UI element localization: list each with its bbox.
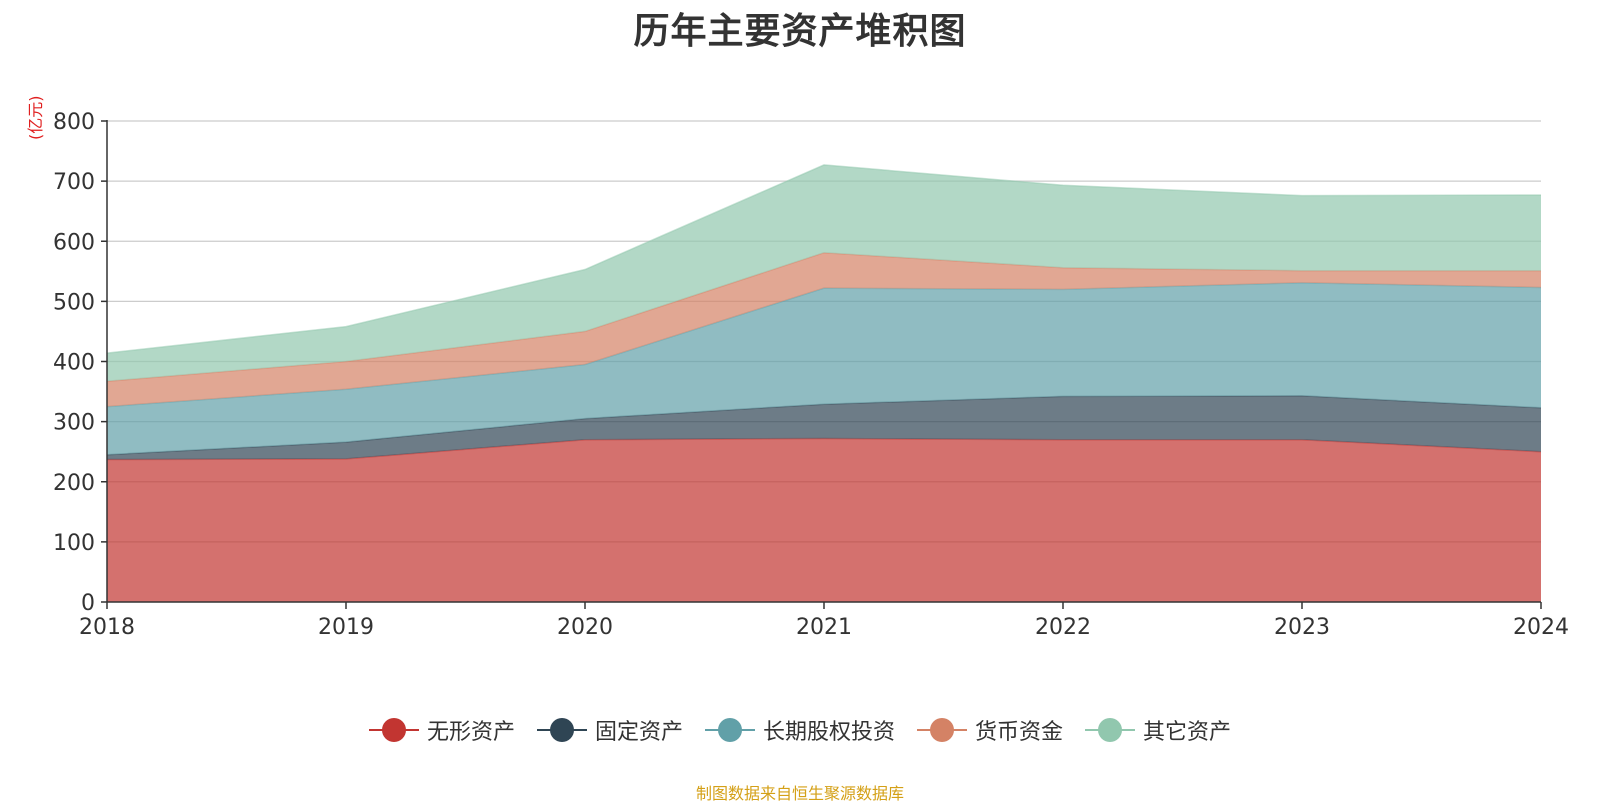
legend-label: 长期股权投资 — [762, 720, 895, 745]
area-series-2[interactable] — [107, 282, 1541, 455]
x-tick-label: 2018 — [79, 615, 135, 640]
y-tick-label: 500 — [53, 290, 95, 315]
chart-legend: 无形资产 固定资产 长期股权投资 货币资金 其它资产 — [0, 714, 1600, 746]
legend-label: 其它资产 — [1143, 720, 1232, 745]
legend-marker — [1085, 717, 1136, 743]
chart-title: 历年主要资产堆积图 — [633, 11, 967, 52]
legend-label: 无形资产 — [426, 720, 515, 745]
y-tick-label: 0 — [81, 591, 95, 616]
area-series — [106, 164, 1542, 603]
y-tick-label: 700 — [53, 170, 95, 195]
x-tick-label: 2024 — [1513, 615, 1569, 640]
x-tick-label: 2019 — [318, 615, 374, 640]
area-series-3[interactable] — [107, 252, 1541, 407]
legend-label: 固定资产 — [594, 720, 683, 745]
y-tick-label: 800 — [53, 110, 95, 135]
area-series-0[interactable] — [107, 438, 1541, 603]
y-tick-label: 100 — [53, 531, 95, 556]
legend-marker — [536, 717, 587, 743]
x-tick-label: 2022 — [1035, 615, 1091, 640]
axes: 0 100 200 300 400 500 600 700 800 2018 2019 2020 202… — [53, 110, 1569, 640]
legend-item-1[interactable]: 固定资产 — [536, 714, 683, 746]
legend-marker — [368, 717, 419, 743]
legend-item-0[interactable]: 无形资产 — [368, 714, 515, 746]
area-series-edge-4 — [106, 164, 1542, 354]
y-tick-label: 200 — [53, 471, 95, 496]
data-source-note: 制图数据来自恒生聚源数据库 — [695, 784, 904, 803]
y-tick-label: 300 — [53, 411, 95, 436]
x-tick-label: 2023 — [1274, 615, 1330, 640]
y-tick-label: 600 — [53, 230, 95, 255]
x-tick-label: 2020 — [557, 615, 613, 640]
legend-marker — [917, 717, 967, 743]
legend-item-2[interactable]: 长期股权投资 — [704, 714, 895, 746]
y-tick-label: 400 — [53, 351, 95, 376]
legend-marker — [704, 717, 755, 743]
legend-item-3[interactable]: 货币资金 — [917, 714, 1063, 746]
legend-item-4[interactable]: 其它资产 — [1085, 714, 1231, 746]
area-series-1[interactable] — [107, 395, 1541, 460]
area-series-4[interactable] — [107, 164, 1541, 382]
legend-label: 货币资金 — [975, 720, 1064, 745]
x-tick-label: 2021 — [796, 615, 852, 640]
